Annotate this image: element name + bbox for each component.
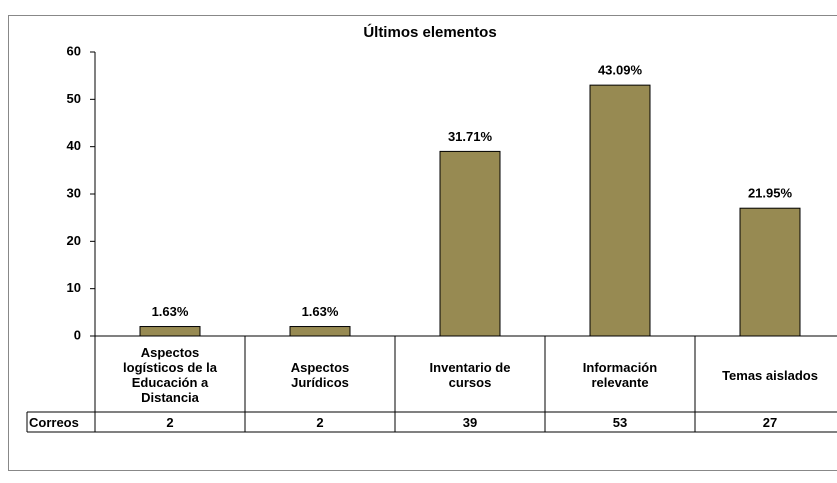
x-tick-label: Temas aislados — [722, 367, 818, 383]
y-tick-label: 60 — [67, 43, 81, 58]
table-value: 2 — [316, 414, 324, 430]
data-label: 1.63% — [152, 304, 189, 319]
x-tick-label: Inventario de cursos — [429, 360, 511, 390]
table-value: 2 — [166, 414, 174, 430]
y-tick-label: 10 — [67, 280, 81, 295]
y-tick-label: 50 — [67, 91, 81, 106]
data-label: 1.63% — [302, 304, 339, 319]
bar — [739, 207, 801, 337]
chart-border — [8, 15, 837, 471]
data-label: 43.09% — [598, 63, 643, 78]
chart-title: Últimos elementos — [363, 23, 496, 41]
x-tick-label: Aspectos Jurídicos — [290, 360, 350, 390]
table-value: 39 — [462, 414, 478, 430]
data-label: 31.71% — [448, 129, 493, 144]
y-tick-label: 20 — [67, 233, 81, 248]
legend-label: Correos — [29, 414, 79, 430]
y-tick-label: 40 — [67, 138, 81, 153]
bar — [139, 326, 201, 337]
x-tick-label: Información relevante — [582, 360, 658, 390]
bar — [439, 150, 501, 337]
x-tick-label: Aspectos logísticos de la Educación a Di… — [123, 345, 217, 405]
data-label: 21.95% — [748, 186, 793, 201]
y-tick-label: 30 — [67, 185, 81, 200]
bar — [589, 84, 651, 337]
bar — [289, 326, 351, 337]
y-tick-label: 0 — [74, 327, 81, 342]
table-value: 27 — [762, 414, 778, 430]
table-value: 53 — [612, 414, 628, 430]
